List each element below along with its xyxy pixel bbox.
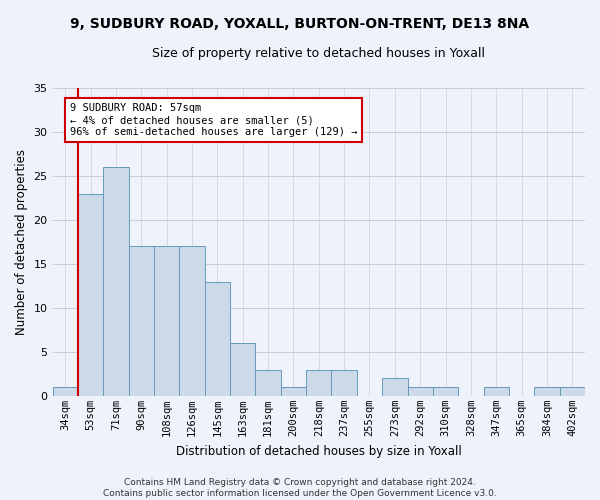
- Bar: [484, 387, 509, 396]
- Bar: [78, 194, 103, 396]
- Bar: [306, 370, 331, 396]
- Bar: [53, 387, 78, 396]
- Bar: [154, 246, 179, 396]
- Bar: [179, 246, 205, 396]
- Bar: [382, 378, 407, 396]
- Bar: [281, 387, 306, 396]
- Bar: [230, 343, 256, 396]
- Bar: [534, 387, 560, 396]
- Title: Size of property relative to detached houses in Yoxall: Size of property relative to detached ho…: [152, 48, 485, 60]
- Bar: [103, 167, 128, 396]
- Bar: [433, 387, 458, 396]
- Text: 9, SUDBURY ROAD, YOXALL, BURTON-ON-TRENT, DE13 8NA: 9, SUDBURY ROAD, YOXALL, BURTON-ON-TRENT…: [70, 18, 530, 32]
- X-axis label: Distribution of detached houses by size in Yoxall: Distribution of detached houses by size …: [176, 444, 461, 458]
- Bar: [560, 387, 585, 396]
- Bar: [128, 246, 154, 396]
- Text: Contains HM Land Registry data © Crown copyright and database right 2024.
Contai: Contains HM Land Registry data © Crown c…: [103, 478, 497, 498]
- Bar: [407, 387, 433, 396]
- Y-axis label: Number of detached properties: Number of detached properties: [15, 149, 28, 335]
- Text: 9 SUDBURY ROAD: 57sqm
← 4% of detached houses are smaller (5)
96% of semi-detach: 9 SUDBURY ROAD: 57sqm ← 4% of detached h…: [70, 104, 357, 136]
- Bar: [331, 370, 357, 396]
- Bar: [256, 370, 281, 396]
- Bar: [205, 282, 230, 396]
